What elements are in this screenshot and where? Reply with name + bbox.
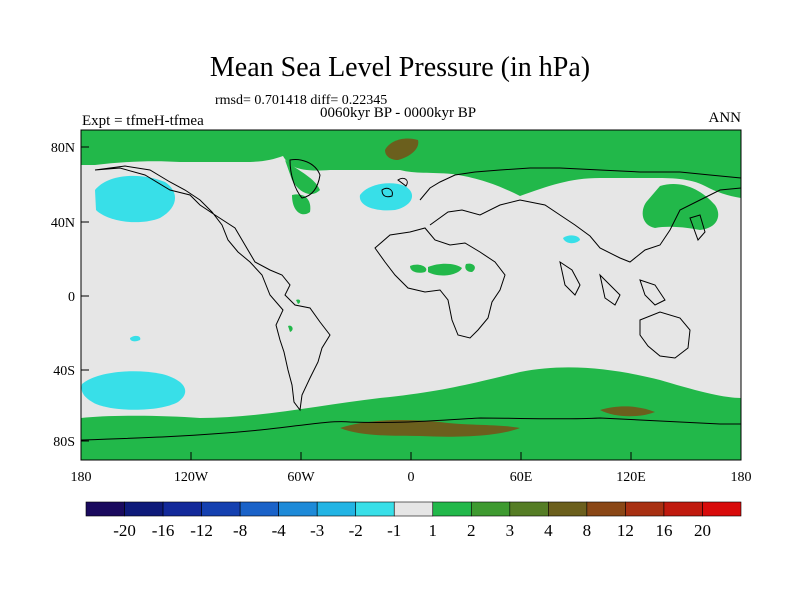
colorbar-swatch bbox=[548, 501, 588, 517]
colorbar-label: -4 bbox=[272, 521, 287, 540]
lat-label: 40S bbox=[53, 364, 75, 379]
colorbar-label: -8 bbox=[233, 521, 247, 540]
period-label: 0060kyr BP - 0000kyr BP bbox=[320, 105, 477, 121]
colorbar-label: 4 bbox=[544, 521, 553, 540]
colorbar-swatch bbox=[625, 501, 665, 517]
positive-anomaly-regions bbox=[81, 130, 741, 460]
colorbar-label: -12 bbox=[190, 521, 213, 540]
latitude-axis: 80N 40N 0 40S 80S bbox=[51, 141, 89, 450]
colorbar-swatch bbox=[124, 501, 164, 517]
lon-label: 180 bbox=[71, 470, 92, 485]
colorbar-swatch bbox=[278, 501, 318, 517]
colorbar-swatch bbox=[470, 501, 511, 517]
colorbar-label: -2 bbox=[349, 521, 363, 540]
colorbar-swatch bbox=[663, 501, 703, 517]
lat-label: 80S bbox=[53, 435, 75, 450]
colorbar-swatch bbox=[586, 501, 626, 517]
chart-title: Mean Sea Level Pressure (in hPa) bbox=[209, 52, 591, 83]
colorbar-label: -1 bbox=[387, 521, 401, 540]
colorbar-label: -3 bbox=[310, 521, 324, 540]
lon-label: 60E bbox=[510, 470, 533, 485]
lon-label: 120E bbox=[616, 470, 646, 485]
colorbar-label: 16 bbox=[655, 521, 672, 540]
lat-label: 80N bbox=[51, 141, 75, 156]
lon-label: 0 bbox=[408, 470, 415, 485]
colorbar-swatch bbox=[355, 501, 395, 517]
colorbar-swatch bbox=[316, 501, 357, 517]
lat-label: 40N bbox=[51, 216, 75, 231]
lon-label: 180 bbox=[731, 470, 752, 485]
stats-label: rmsd= 0.701418 diff= 0.22345 bbox=[215, 93, 388, 108]
longitude-axis: 180 120W 60W 0 60E 120E 180 bbox=[71, 452, 752, 485]
colorbar-label: 20 bbox=[694, 521, 711, 540]
colorbar-swatch bbox=[702, 501, 742, 517]
colorbar-swatch bbox=[85, 501, 125, 517]
colorbar-label: 12 bbox=[617, 521, 634, 540]
colorbar-swatch bbox=[162, 501, 202, 517]
experiment-label: Expt = tfmeH-tfmea bbox=[82, 113, 204, 129]
colorbar-label: 3 bbox=[506, 521, 515, 540]
colorbar-label: 2 bbox=[467, 521, 476, 540]
colorbar-swatch bbox=[509, 501, 549, 517]
lon-label: 120W bbox=[174, 470, 209, 485]
lat-label: 0 bbox=[68, 290, 75, 305]
coastlines bbox=[80, 159, 742, 441]
colorbar-label: 1 bbox=[429, 521, 438, 540]
colorbar-swatch bbox=[393, 501, 434, 517]
colorbar-label: -16 bbox=[152, 521, 175, 540]
lon-label: 60W bbox=[287, 470, 315, 485]
colorbar-label: 8 bbox=[583, 521, 592, 540]
colorbar: -20 -16 -12 -8 -4 -3 -2 -1 1 2 3 4 8 12 16 20 bbox=[85, 501, 742, 540]
colorbar-label: -20 bbox=[113, 521, 136, 540]
colorbar-swatch bbox=[239, 501, 279, 517]
season-label: ANN bbox=[708, 110, 742, 126]
colorbar-swatch bbox=[432, 501, 472, 517]
colorbar-swatch bbox=[201, 501, 241, 517]
strong-positive-regions bbox=[340, 138, 655, 437]
